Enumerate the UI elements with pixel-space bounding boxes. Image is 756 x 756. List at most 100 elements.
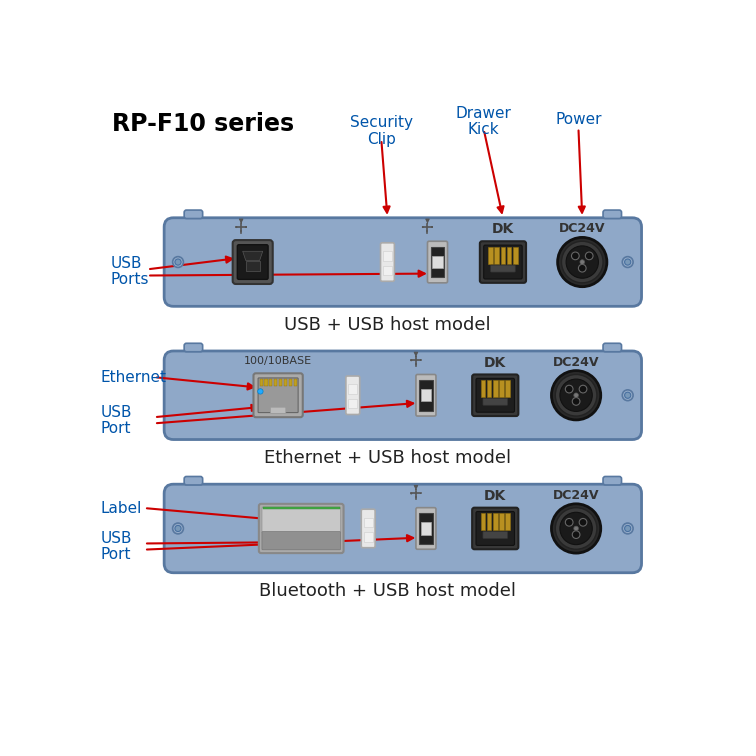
Circle shape [585, 252, 593, 260]
Bar [481, 513, 485, 530]
Bar [349, 399, 358, 408]
Bar [349, 385, 358, 394]
FancyBboxPatch shape [472, 508, 519, 550]
Circle shape [565, 519, 573, 526]
FancyBboxPatch shape [603, 476, 621, 485]
FancyBboxPatch shape [491, 265, 516, 272]
Circle shape [622, 523, 633, 534]
Circle shape [560, 379, 592, 411]
Circle shape [172, 523, 184, 534]
FancyBboxPatch shape [237, 245, 268, 280]
Bar [420, 493, 421, 494]
Bar [432, 256, 443, 268]
Circle shape [574, 393, 578, 398]
Bar [481, 380, 485, 397]
Circle shape [558, 237, 607, 287]
Circle shape [556, 374, 597, 416]
Bar [419, 513, 433, 544]
Circle shape [411, 492, 412, 494]
FancyBboxPatch shape [484, 245, 522, 279]
Circle shape [235, 226, 237, 228]
FancyBboxPatch shape [483, 398, 507, 405]
Bar [364, 532, 373, 541]
Bar [500, 246, 505, 264]
Bar [499, 380, 503, 397]
Bar [505, 380, 510, 397]
FancyBboxPatch shape [262, 531, 340, 550]
Circle shape [562, 241, 603, 283]
Circle shape [622, 256, 633, 268]
Circle shape [624, 525, 631, 531]
FancyBboxPatch shape [184, 210, 203, 218]
FancyBboxPatch shape [262, 507, 340, 533]
FancyBboxPatch shape [259, 503, 343, 553]
FancyBboxPatch shape [184, 476, 203, 485]
Circle shape [578, 265, 586, 272]
FancyBboxPatch shape [345, 376, 360, 414]
Circle shape [551, 370, 601, 420]
Text: Drawer
Kick: Drawer Kick [456, 106, 512, 138]
Text: USB + USB host model: USB + USB host model [284, 315, 491, 333]
Circle shape [551, 503, 601, 553]
Text: USB
Ports: USB Ports [110, 256, 149, 287]
Bar [269, 379, 272, 386]
Bar [246, 261, 259, 271]
FancyBboxPatch shape [427, 241, 448, 283]
Circle shape [580, 260, 584, 265]
Bar [493, 380, 497, 397]
FancyBboxPatch shape [164, 484, 642, 573]
Bar [383, 251, 392, 261]
Circle shape [579, 519, 587, 526]
Circle shape [172, 256, 184, 268]
FancyBboxPatch shape [380, 243, 395, 281]
Circle shape [624, 259, 631, 265]
Bar [513, 246, 518, 264]
Circle shape [411, 359, 412, 361]
Text: Power: Power [555, 112, 602, 126]
FancyBboxPatch shape [258, 378, 298, 413]
Text: Ethernet + USB host model: Ethernet + USB host model [264, 449, 511, 466]
Circle shape [572, 531, 580, 538]
Text: USB
Port: USB Port [101, 404, 132, 436]
FancyBboxPatch shape [472, 374, 519, 416]
Bar [487, 380, 491, 397]
FancyBboxPatch shape [480, 241, 526, 283]
FancyBboxPatch shape [476, 512, 515, 545]
Bar [245, 226, 246, 228]
Text: USB
Port: USB Port [101, 531, 132, 562]
FancyBboxPatch shape [416, 508, 436, 550]
Text: Bluetooth + USB host model: Bluetooth + USB host model [259, 582, 516, 600]
FancyBboxPatch shape [233, 240, 273, 284]
Circle shape [574, 526, 578, 531]
Bar [274, 379, 277, 386]
Circle shape [579, 386, 587, 393]
Bar [289, 379, 292, 386]
Text: DK: DK [492, 222, 514, 237]
Bar [284, 379, 287, 386]
Circle shape [556, 508, 597, 550]
Circle shape [560, 513, 592, 544]
Bar [505, 513, 510, 530]
Bar [499, 513, 503, 530]
Bar [293, 379, 296, 386]
FancyBboxPatch shape [603, 343, 621, 352]
Bar [265, 379, 268, 386]
FancyBboxPatch shape [603, 210, 621, 218]
FancyBboxPatch shape [164, 218, 642, 306]
Circle shape [566, 246, 599, 278]
Bar [420, 522, 432, 534]
FancyBboxPatch shape [476, 378, 515, 412]
Text: DC24V: DC24V [553, 355, 600, 369]
Bar [364, 518, 373, 527]
FancyBboxPatch shape [253, 373, 302, 417]
Circle shape [175, 259, 181, 265]
Text: RP-F10 series: RP-F10 series [112, 113, 294, 136]
Bar [431, 246, 445, 277]
Circle shape [422, 226, 424, 228]
Bar [487, 513, 491, 530]
Text: DC24V: DC24V [553, 489, 600, 502]
Bar [383, 266, 392, 275]
Bar [494, 246, 499, 264]
Bar [420, 389, 432, 401]
Circle shape [175, 525, 181, 531]
